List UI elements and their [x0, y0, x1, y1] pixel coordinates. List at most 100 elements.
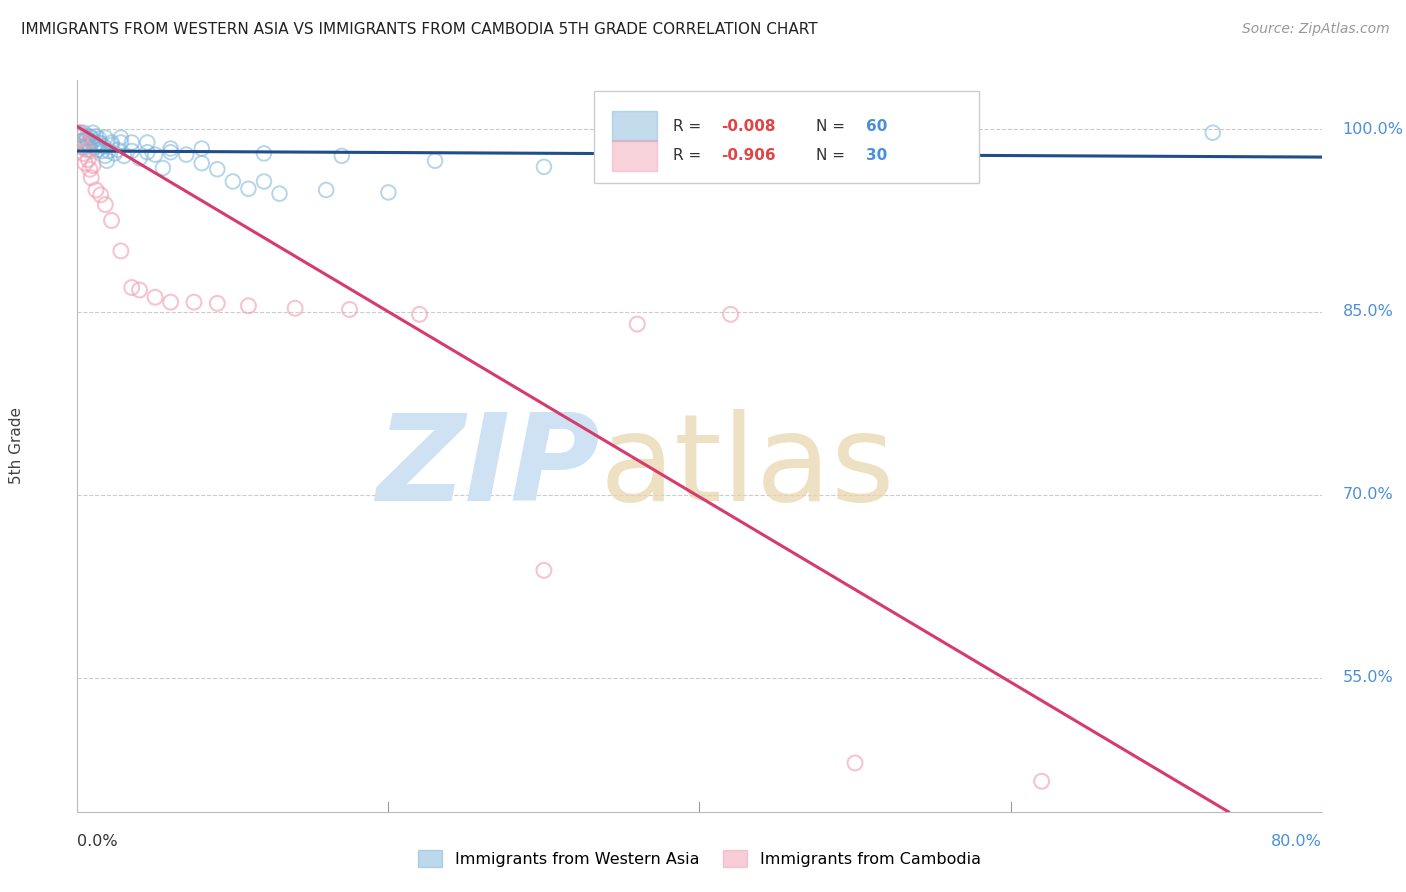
- Text: 0.0%: 0.0%: [77, 834, 118, 849]
- Point: [222, 174, 245, 188]
- Text: R =: R =: [673, 148, 706, 163]
- Point: [69, 130, 91, 145]
- Point: [82, 134, 104, 148]
- Point: [82, 126, 104, 140]
- Point: [159, 145, 181, 160]
- Point: [128, 283, 150, 297]
- FancyBboxPatch shape: [593, 91, 980, 183]
- Point: [191, 142, 214, 156]
- Point: [86, 143, 108, 157]
- Point: [93, 139, 115, 153]
- Point: [72, 134, 94, 148]
- Point: [80, 130, 103, 145]
- Point: [269, 186, 291, 201]
- Point: [121, 136, 143, 150]
- Point: [77, 136, 100, 151]
- Text: -0.008: -0.008: [721, 119, 775, 134]
- Point: [83, 140, 105, 154]
- Point: [100, 213, 122, 227]
- Point: [82, 159, 104, 173]
- Point: [720, 166, 742, 180]
- Text: 100.0%: 100.0%: [1343, 121, 1403, 136]
- Point: [159, 295, 181, 310]
- Point: [238, 182, 260, 196]
- Point: [76, 132, 98, 146]
- Point: [94, 130, 117, 145]
- Point: [90, 187, 112, 202]
- Point: [533, 160, 555, 174]
- Text: 5th Grade: 5th Grade: [10, 408, 24, 484]
- Point: [75, 140, 97, 154]
- Point: [1031, 774, 1053, 789]
- Point: [121, 280, 143, 294]
- Point: [339, 302, 361, 317]
- Point: [77, 153, 100, 167]
- Text: 55.0%: 55.0%: [1343, 670, 1393, 685]
- Point: [136, 145, 159, 160]
- Text: R =: R =: [673, 119, 706, 134]
- Point: [152, 161, 174, 175]
- Point: [79, 162, 101, 177]
- Point: [94, 197, 117, 211]
- Point: [104, 146, 127, 161]
- Text: N =: N =: [817, 148, 851, 163]
- FancyBboxPatch shape: [613, 140, 657, 171]
- Point: [159, 142, 181, 156]
- Point: [91, 144, 114, 158]
- Point: [253, 174, 276, 188]
- Point: [72, 126, 94, 140]
- Text: -0.906: -0.906: [721, 148, 775, 163]
- Text: N =: N =: [817, 119, 851, 134]
- Point: [121, 144, 143, 158]
- Text: 30: 30: [866, 148, 887, 163]
- Text: ZIP: ZIP: [377, 409, 600, 526]
- FancyBboxPatch shape: [613, 111, 657, 142]
- Point: [75, 156, 97, 170]
- Point: [207, 162, 229, 177]
- Point: [67, 126, 90, 140]
- Point: [79, 129, 101, 144]
- Point: [84, 183, 107, 197]
- Point: [423, 153, 446, 168]
- Point: [96, 153, 118, 168]
- Point: [110, 244, 132, 258]
- Point: [626, 317, 648, 331]
- Point: [315, 183, 337, 197]
- Point: [136, 136, 159, 150]
- Point: [844, 756, 866, 770]
- Point: [183, 295, 205, 310]
- Point: [76, 129, 98, 144]
- Text: 60: 60: [866, 119, 887, 134]
- Point: [143, 147, 166, 161]
- Point: [69, 126, 91, 140]
- Text: atlas: atlas: [600, 409, 896, 526]
- Text: 80.0%: 80.0%: [1271, 834, 1322, 849]
- Point: [377, 186, 399, 200]
- Point: [80, 170, 103, 185]
- Text: 70.0%: 70.0%: [1343, 487, 1393, 502]
- Point: [90, 136, 112, 151]
- Point: [112, 149, 135, 163]
- Text: Source: ZipAtlas.com: Source: ZipAtlas.com: [1241, 22, 1389, 37]
- Text: 85.0%: 85.0%: [1343, 304, 1393, 319]
- Point: [408, 307, 430, 321]
- Point: [76, 143, 98, 157]
- Point: [284, 301, 307, 316]
- Point: [97, 144, 120, 158]
- Point: [87, 136, 110, 150]
- Point: [79, 143, 101, 157]
- Point: [72, 146, 94, 161]
- Point: [110, 130, 132, 145]
- Point: [191, 156, 214, 170]
- Point: [70, 140, 93, 154]
- Point: [128, 151, 150, 165]
- Point: [87, 132, 110, 146]
- Point: [84, 136, 107, 151]
- Point: [107, 143, 129, 157]
- Point: [110, 136, 132, 150]
- Text: IMMIGRANTS FROM WESTERN ASIA VS IMMIGRANTS FROM CAMBODIA 5TH GRADE CORRELATION C: IMMIGRANTS FROM WESTERN ASIA VS IMMIGRAN…: [21, 22, 818, 37]
- Point: [100, 136, 122, 150]
- Point: [70, 136, 93, 151]
- Point: [143, 290, 166, 304]
- Point: [207, 296, 229, 310]
